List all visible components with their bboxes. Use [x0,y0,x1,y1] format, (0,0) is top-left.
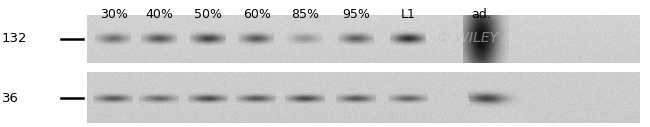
Text: L1: L1 [401,8,415,21]
Text: © WILEY: © WILEY [437,31,499,45]
Text: 60%: 60% [243,8,270,21]
Text: 85%: 85% [291,8,320,21]
Text: 95%: 95% [343,8,370,21]
Text: 30%: 30% [100,8,127,21]
Text: 50%: 50% [194,8,222,21]
Text: 36: 36 [2,92,19,105]
Text: 132: 132 [2,32,27,45]
Text: 40%: 40% [146,8,173,21]
Text: ad.: ad. [471,8,491,21]
